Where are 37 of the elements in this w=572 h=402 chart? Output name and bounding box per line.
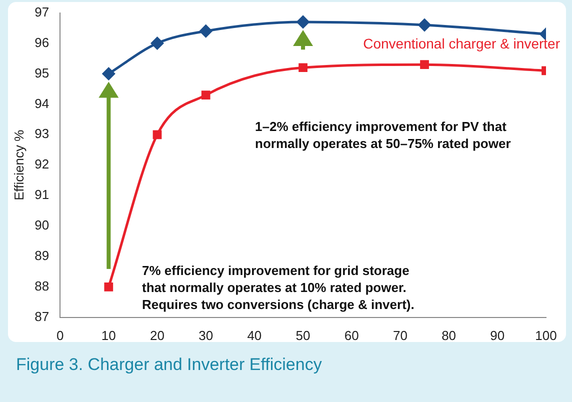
point <box>102 67 115 80</box>
x-tick-label: 80 <box>442 328 456 343</box>
y-tick-label: 87 <box>34 308 50 324</box>
text: Figure 3. Charger and Inverter Efficiency <box>16 355 322 375</box>
y-tick-label: 96 <box>34 34 50 50</box>
x-tick-label: 70 <box>392 328 408 343</box>
series-label: Conventional charger & inverter <box>363 36 560 52</box>
y-tick-label: 97 <box>34 4 50 20</box>
x-tick-label: 50 <box>296 328 310 343</box>
point <box>298 63 308 72</box>
point <box>151 37 164 50</box>
y-tick-label: 88 <box>34 278 50 294</box>
x-tick-label: 40 <box>247 328 262 343</box>
y-axis-title: Efficiency % <box>11 129 26 200</box>
annotation: 7% efficiency improvement for grid storage that normally operates at 10% rated power. Requires two conversions (charge & invert). <box>142 262 416 313</box>
y-tick-label: 89 <box>34 248 50 264</box>
x-tick-label: 0 <box>56 328 64 343</box>
point <box>296 16 310 28</box>
point <box>418 18 431 32</box>
point <box>104 282 114 292</box>
y-tick-label: 94 <box>34 96 50 111</box>
y-tick-label: 93 <box>34 126 50 142</box>
point <box>200 24 212 38</box>
x-tick-label: 10 <box>101 328 116 343</box>
point <box>152 130 162 140</box>
point <box>420 60 429 70</box>
x-tick-label: 90 <box>490 328 505 343</box>
y-tick-label: 90 <box>34 218 50 233</box>
annotation: 1–2% efficiency improvement for PV that normally operates at 50–75% rated power <box>255 118 512 152</box>
x-tick-label: 30 <box>198 328 214 343</box>
y-tick-label: 91 <box>34 187 50 202</box>
x-tick-label: 60 <box>344 328 359 343</box>
point <box>201 90 210 100</box>
y-tick-label: 92 <box>34 156 50 172</box>
y-tick-label: 95 <box>34 65 50 80</box>
x-tick-label: 20 <box>150 328 164 343</box>
x-tick-label: 100 <box>535 328 557 343</box>
